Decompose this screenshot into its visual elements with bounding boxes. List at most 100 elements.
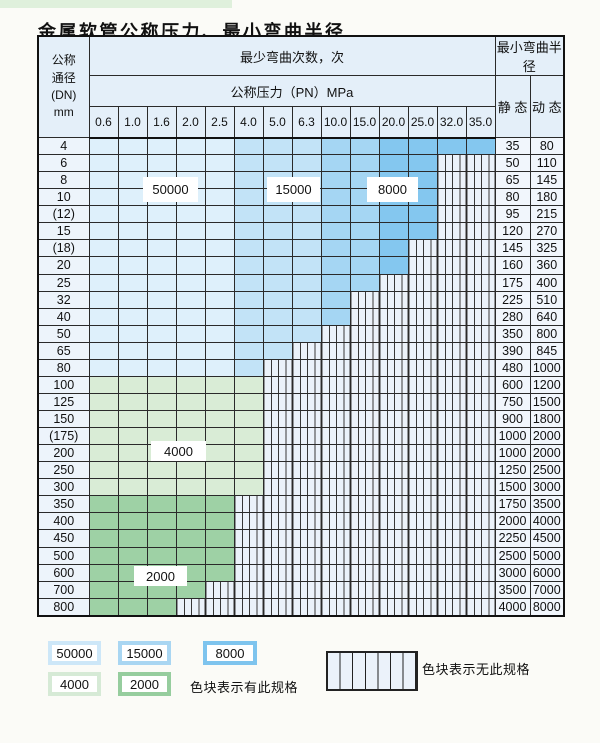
spec-cell xyxy=(117,358,148,377)
static-cell: 95 xyxy=(494,205,531,224)
zone-label-4000: 4000 xyxy=(151,441,206,461)
no-spec-cell xyxy=(320,563,351,582)
no-spec-cell xyxy=(262,461,293,480)
table-row: 15 120 270 xyxy=(37,222,565,241)
spec-cell xyxy=(175,205,206,224)
no-spec-cell xyxy=(436,409,467,429)
static-cell: 145 xyxy=(494,239,531,258)
spec-cell xyxy=(204,256,235,275)
spec-cell xyxy=(262,273,293,292)
corner-line: mm xyxy=(53,105,74,120)
no-spec-cell xyxy=(436,580,467,599)
no-spec-cell xyxy=(407,546,438,565)
no-spec-cell xyxy=(407,495,438,514)
spec-cell xyxy=(146,529,177,548)
spec-cell xyxy=(378,205,409,224)
spec-cell xyxy=(117,409,148,429)
dynamic-cell: 2500 xyxy=(529,461,565,480)
spec-cell xyxy=(233,154,264,173)
spec-cell xyxy=(117,529,148,548)
spec-cell xyxy=(146,205,177,224)
no-spec-cell xyxy=(465,409,496,429)
no-spec-cell xyxy=(465,239,496,258)
no-spec-cell xyxy=(407,290,438,309)
spec-cell xyxy=(175,495,206,514)
spec-cell xyxy=(88,171,119,190)
spec-cell xyxy=(233,461,264,480)
no-spec-cell xyxy=(436,427,467,446)
spec-cell xyxy=(117,290,148,309)
no-spec-cell xyxy=(465,580,496,599)
spec-cell xyxy=(378,256,409,275)
legend-swatch-label: 15000 xyxy=(126,645,163,661)
no-spec-cell xyxy=(436,154,467,173)
table-row: 80 480 1000 xyxy=(37,358,565,377)
no-spec-cell xyxy=(436,290,467,309)
spec-cell xyxy=(262,307,293,326)
static-cell: 750 xyxy=(494,392,531,412)
dynamic-header: 动 态 xyxy=(529,75,565,138)
no-spec-cell xyxy=(262,478,293,497)
spec-cell xyxy=(233,188,264,207)
dynamic-cell: 4000 xyxy=(529,512,565,531)
dynamic-cell: 3500 xyxy=(529,495,565,514)
no-spec-cell xyxy=(436,375,467,394)
spec-cell xyxy=(88,563,119,582)
no-spec-cell xyxy=(291,444,322,463)
dynamic-cell: 2000 xyxy=(529,427,565,446)
spec-cell xyxy=(233,290,264,309)
spec-cell xyxy=(146,256,177,275)
spec-cell xyxy=(175,358,206,377)
no-spec-cell xyxy=(407,273,438,292)
spec-cell xyxy=(204,188,235,207)
no-spec-cell xyxy=(175,597,206,617)
spec-cell xyxy=(117,512,148,531)
no-spec-cell xyxy=(436,512,467,531)
no-spec-cell xyxy=(465,324,496,343)
no-spec-cell xyxy=(233,563,264,582)
spec-cell xyxy=(88,341,119,360)
spec-cell xyxy=(146,154,177,173)
corner-line: 公称 xyxy=(51,53,76,68)
no-spec-cell xyxy=(320,461,351,480)
spec-cell xyxy=(204,409,235,429)
corner-header: 公称 通径 (DN) mm xyxy=(37,35,90,138)
no-spec-cell xyxy=(436,341,467,360)
spec-cell xyxy=(175,239,206,258)
no-spec-cell xyxy=(407,461,438,480)
legend-swatch-label: 2000 xyxy=(130,676,159,692)
no-spec-cell xyxy=(291,563,322,582)
no-spec-cell xyxy=(291,495,322,514)
no-spec-cell xyxy=(436,239,467,258)
static-cell: 1000 xyxy=(494,444,531,463)
no-spec-cell xyxy=(378,324,409,343)
dn-cell: 20 xyxy=(37,256,90,275)
no-spec-cell xyxy=(291,341,322,360)
no-spec-cell xyxy=(436,478,467,497)
spec-cell xyxy=(262,222,293,241)
static-cell: 2250 xyxy=(494,529,531,548)
spec-cell xyxy=(407,205,438,224)
spec-cell xyxy=(320,171,351,190)
spec-cell xyxy=(204,154,235,173)
table-row: 400 2000 4000 xyxy=(37,512,565,531)
spec-cell xyxy=(204,478,235,497)
dn-cell: 100 xyxy=(37,375,90,394)
spec-cell xyxy=(175,273,206,292)
spec-cell xyxy=(349,222,380,241)
dn-cell: 250 xyxy=(37,461,90,480)
scan-artifact-strip xyxy=(0,0,232,8)
static-header: 静 态 xyxy=(494,75,531,138)
spec-cell xyxy=(146,375,177,394)
no-spec-cell xyxy=(407,341,438,360)
dn-cell: 80 xyxy=(37,358,90,377)
no-spec-cell xyxy=(262,529,293,548)
dn-cell: 500 xyxy=(37,546,90,565)
static-cell: 65 xyxy=(494,171,531,190)
no-spec-cell xyxy=(349,307,380,326)
table-row: 600 3000 6000 xyxy=(37,563,565,582)
table-row: 250 1250 2500 xyxy=(37,461,565,480)
spec-cell xyxy=(175,307,206,326)
no-spec-cell xyxy=(407,529,438,548)
no-spec-cell xyxy=(465,444,496,463)
